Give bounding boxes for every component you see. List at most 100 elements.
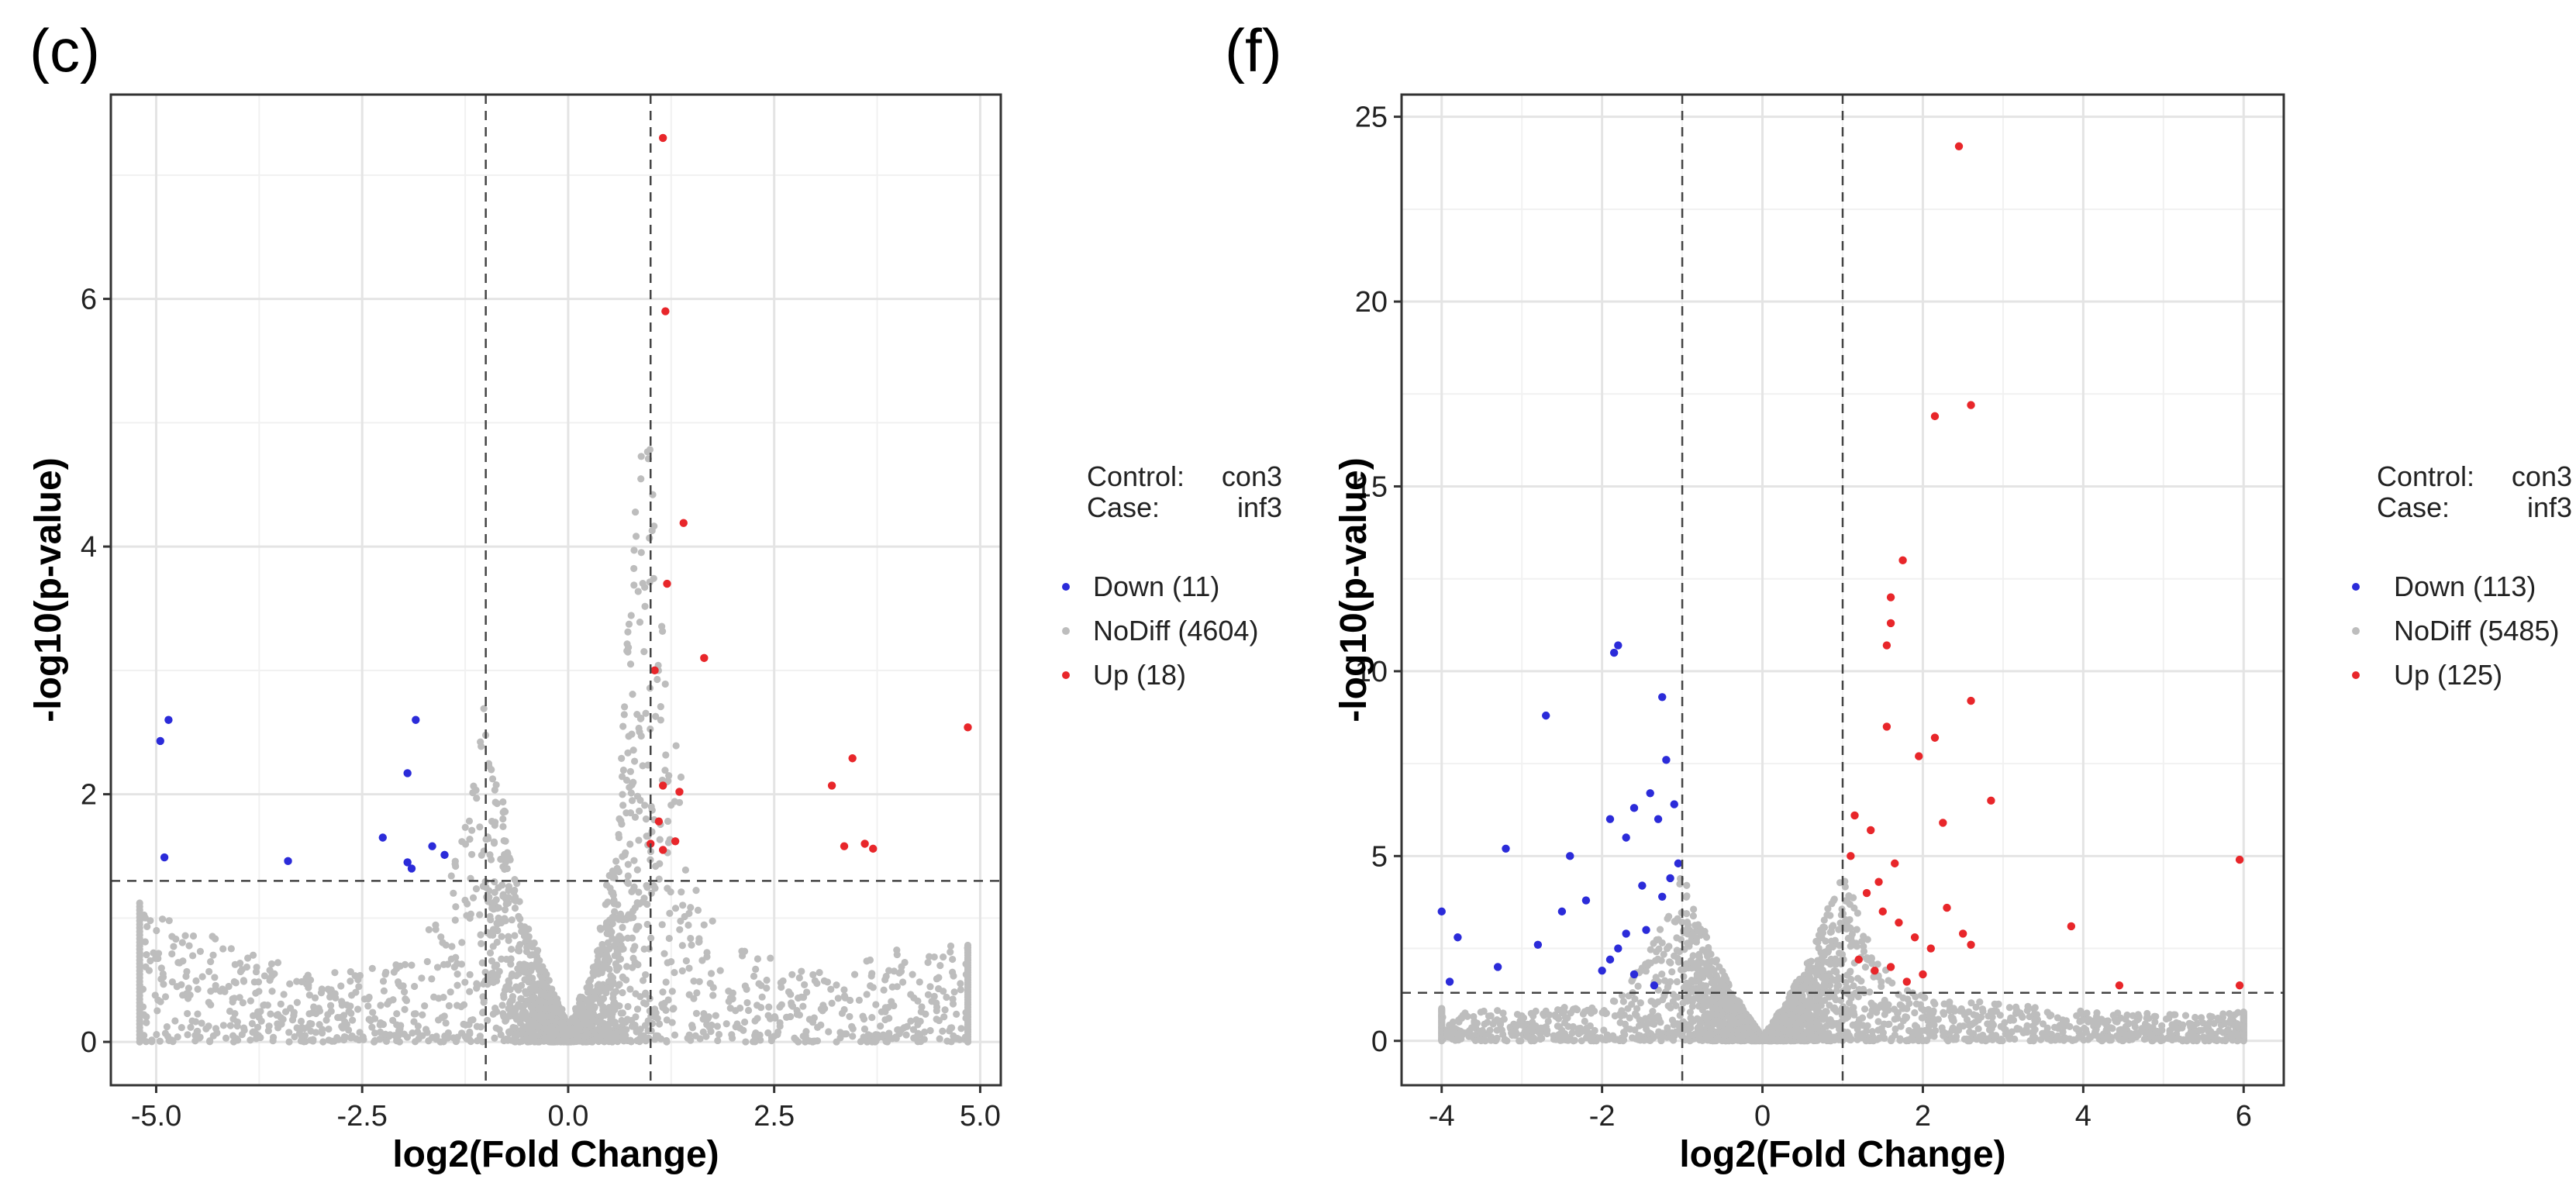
- nodiff-point: [647, 802, 655, 811]
- nodiff-point: [1978, 1033, 1985, 1040]
- nodiff-point: [742, 1038, 750, 1046]
- nodiff-point: [668, 988, 676, 995]
- nodiff-point: [1811, 1004, 1819, 1012]
- nodiff-point: [285, 1029, 293, 1036]
- nodiff-point: [836, 1034, 844, 1042]
- nodiff-point: [249, 1029, 257, 1036]
- nodiff-point: [478, 743, 485, 750]
- nodiff-point: [168, 950, 176, 958]
- nodiff-point: [943, 993, 950, 1002]
- nodiff-point: [629, 746, 637, 754]
- nodiff-point: [207, 988, 215, 995]
- nodiff-point: [1795, 1026, 1803, 1033]
- nodiff-point: [194, 985, 202, 993]
- nodiff-point: [846, 1012, 853, 1021]
- nodiff-point: [1561, 1013, 1569, 1022]
- nodiff-point: [2191, 1013, 2199, 1022]
- nodiff-point: [231, 960, 239, 968]
- nodiff-point: [172, 935, 180, 943]
- nodiff-point: [1855, 1029, 1863, 1038]
- nodiff-point: [2141, 1020, 2150, 1028]
- nodiff-point: [469, 789, 477, 797]
- nodiff-point: [527, 1003, 535, 1011]
- nodiff-point: [1636, 967, 1645, 975]
- nodiff-point: [1500, 1015, 1508, 1023]
- nodiff-point: [1820, 952, 1828, 960]
- nodiff-point: [491, 1034, 498, 1042]
- y-axis-title: -log10(p-value): [28, 457, 69, 722]
- nodiff-point: [1826, 912, 1834, 919]
- nodiff-point: [602, 950, 610, 958]
- nodiff-point: [219, 1022, 227, 1029]
- nodiff-point: [466, 836, 474, 843]
- nodiff-point: [506, 1011, 514, 1019]
- nodiff-point: [1657, 1036, 1665, 1045]
- nodiff-point: [1902, 1036, 1910, 1044]
- nodiff-point: [491, 798, 499, 806]
- nodiff-point: [650, 1012, 659, 1021]
- nodiff-point: [678, 942, 686, 950]
- x-axis-title: log2(Fold Change): [392, 1134, 719, 1175]
- nodiff-point: [1684, 921, 1692, 929]
- nodiff-point: [1956, 1022, 1964, 1030]
- nodiff-point: [692, 887, 700, 895]
- nodiff-point: [1824, 905, 1832, 912]
- legend-label-up: Up (18): [1093, 659, 1186, 691]
- nodiff-point: [2122, 1015, 2129, 1023]
- nodiff-point: [612, 1021, 619, 1029]
- nodiff-point: [671, 1031, 679, 1039]
- nodiff-point: [741, 982, 749, 990]
- nodiff-point: [816, 969, 823, 977]
- nodiff-point: [466, 971, 474, 978]
- nodiff-point: [1858, 1014, 1867, 1022]
- nodiff-point: [264, 1002, 271, 1009]
- nodiff-point: [221, 988, 229, 995]
- nodiff-point: [1527, 1035, 1535, 1043]
- nodiff-point: [805, 1015, 813, 1023]
- nodiff-point: [895, 969, 903, 977]
- nodiff-point: [491, 819, 499, 826]
- nodiff-point: [291, 1033, 298, 1041]
- nodiff-point: [652, 862, 660, 871]
- nodiff-point: [461, 1033, 469, 1041]
- nodiff-point: [602, 901, 609, 908]
- nodiff-point: [157, 964, 165, 972]
- nodiff-point: [432, 926, 440, 933]
- nodiff-point: [763, 984, 771, 992]
- nodiff-point: [679, 902, 687, 909]
- nodiff-point: [708, 1021, 716, 1029]
- nodiff-point: [1845, 892, 1853, 900]
- nodiff-point: [445, 1002, 453, 1010]
- nodiff-point: [612, 937, 620, 945]
- nodiff-point: [2019, 1013, 2026, 1021]
- nodiff-point: [598, 1012, 605, 1020]
- nodiff-point: [636, 807, 643, 815]
- nodiff-point: [247, 1036, 254, 1044]
- down-point: [428, 842, 436, 850]
- up-point: [658, 781, 667, 790]
- nodiff-point: [1912, 1000, 1920, 1008]
- nodiff-point: [453, 1002, 461, 1009]
- nodiff-point: [2133, 1016, 2141, 1024]
- nodiff-point: [1454, 1016, 1463, 1024]
- nodiff-point: [481, 968, 489, 976]
- nodiff-point: [751, 1036, 759, 1044]
- nodiff-point: [828, 999, 836, 1007]
- nodiff-point: [624, 648, 632, 656]
- nodiff-point: [2131, 1023, 2139, 1031]
- nodiff-point: [1846, 901, 1854, 908]
- nodiff-point: [1642, 967, 1650, 975]
- nodiff-point: [1846, 924, 1854, 932]
- nodiff-point: [153, 1007, 161, 1015]
- nodiff-point: [827, 985, 835, 993]
- nodiff-point: [492, 1024, 500, 1032]
- nodiff-point: [536, 1005, 544, 1012]
- nodiff-point: [189, 932, 198, 940]
- nodiff-point: [692, 1009, 701, 1017]
- series-down: [156, 715, 449, 873]
- nodiff-point: [153, 926, 160, 935]
- nodiff-point: [490, 905, 498, 913]
- nodiff-point: [657, 703, 664, 711]
- nodiff-point: [161, 993, 170, 1001]
